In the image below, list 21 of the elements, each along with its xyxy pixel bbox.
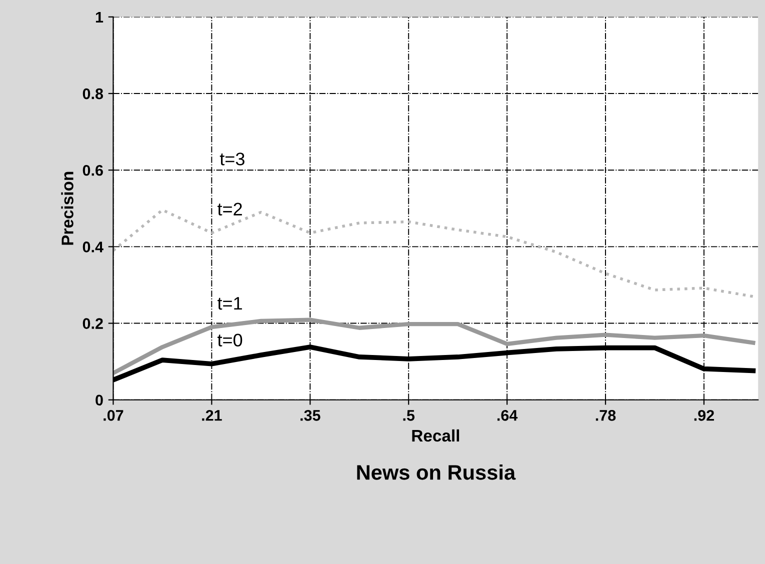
series-label: t=1 bbox=[218, 297, 242, 310]
x-tick-label: .92 bbox=[694, 410, 714, 421]
y-tick-label: 1 bbox=[96, 12, 104, 22]
line-series bbox=[113, 318, 756, 376]
y-tick-label: 0.8 bbox=[82, 88, 104, 100]
x-axis-title: Recall bbox=[412, 429, 460, 442]
series-label: t=0 bbox=[218, 334, 242, 347]
y-tick-label: 0.2 bbox=[82, 318, 103, 329]
x-tick-label: .07 bbox=[104, 410, 124, 421]
series-label: t=2 bbox=[218, 202, 242, 216]
x-tick-label: .21 bbox=[202, 410, 222, 421]
text: News on Russia bbox=[357, 464, 516, 480]
x-tick-label: .78 bbox=[596, 410, 616, 421]
x-tick-label: .64 bbox=[497, 410, 518, 421]
y-tick-label: 0 bbox=[96, 394, 103, 406]
y-tick-label: 0.6 bbox=[82, 164, 103, 176]
y-tick-label: 0.4 bbox=[82, 242, 104, 252]
x-tick-label: .35 bbox=[300, 410, 320, 421]
x-tick-label: .5 bbox=[403, 410, 415, 421]
y-axis-title: Precision bbox=[61, 172, 74, 245]
annotation: t=3 bbox=[220, 152, 244, 166]
